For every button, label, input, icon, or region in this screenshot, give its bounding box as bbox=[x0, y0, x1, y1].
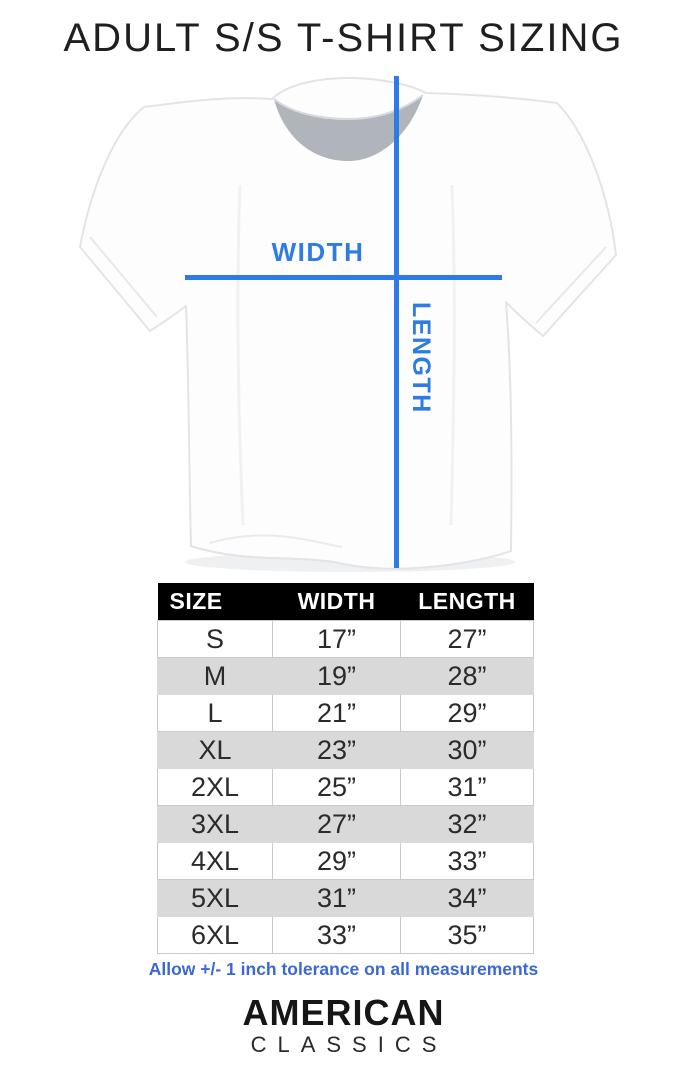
width-label: WIDTH bbox=[271, 237, 365, 267]
page-title: ADULT S/S T-SHIRT SIZING bbox=[63, 16, 624, 60]
cell-width: 21” bbox=[272, 694, 401, 732]
column-header-length: LENGTH bbox=[400, 583, 534, 621]
right-cuff-seam bbox=[535, 246, 607, 324]
cell-length: 32” bbox=[400, 805, 534, 843]
table-row: 6XL 33” 35” bbox=[157, 916, 534, 954]
cell-width: 31” bbox=[272, 879, 401, 917]
fold-line-right bbox=[449, 184, 456, 526]
cell-width: 33” bbox=[272, 916, 401, 954]
cell-size: L bbox=[157, 694, 273, 732]
cell-length: 31” bbox=[400, 768, 534, 806]
cell-length: 27” bbox=[400, 620, 534, 658]
cell-size: S bbox=[157, 620, 273, 658]
column-header-size: SIZE bbox=[157, 583, 273, 621]
cell-size: 3XL bbox=[157, 805, 273, 843]
cell-width: 23” bbox=[272, 731, 401, 769]
table-row: XL 23” 30” bbox=[157, 731, 534, 769]
table-row: L 21” 29” bbox=[157, 694, 534, 732]
cell-length: 29” bbox=[400, 694, 534, 732]
collar-band bbox=[273, 94, 424, 121]
size-table-header-row: SIZE WIDTH LENGTH bbox=[157, 583, 534, 621]
length-label: LENGTH bbox=[407, 302, 435, 414]
cell-size: 4XL bbox=[157, 842, 273, 880]
tolerance-note: Allow +/- 1 inch tolerance on all measur… bbox=[148, 959, 539, 979]
tshirt-measurement-diagram: WIDTH LENGTH bbox=[60, 75, 625, 580]
hem-fold bbox=[209, 534, 343, 548]
cell-length: 28” bbox=[400, 657, 534, 695]
size-table-body: S 17” 27” M 19” 28” L 21” 29” XL 23” 30” 2XL 25” 31” 3X… bbox=[157, 620, 534, 954]
neck-opening bbox=[274, 95, 423, 161]
table-row: M 19” 28” bbox=[157, 657, 534, 695]
cell-size: 6XL bbox=[157, 916, 273, 954]
cell-width: 25” bbox=[272, 768, 401, 806]
table-row: 3XL 27” 32” bbox=[157, 805, 534, 843]
shirt-body bbox=[79, 77, 617, 570]
cell-width: 19” bbox=[272, 657, 401, 695]
brand-logo: AMERICAN CLASSICS bbox=[0, 995, 687, 1056]
size-table: SIZE WIDTH LENGTH S 17” 27” M 19” 28” L 21” 29” X… bbox=[157, 583, 534, 954]
cell-size: XL bbox=[157, 731, 273, 769]
table-row: 5XL 31” 34” bbox=[157, 879, 534, 917]
cell-width: 17” bbox=[272, 620, 401, 658]
cell-length: 30” bbox=[400, 731, 534, 769]
tshirt-illustration bbox=[79, 77, 617, 572]
brand-name-secondary: CLASSICS bbox=[250, 1032, 448, 1057]
cell-length: 34” bbox=[400, 879, 534, 917]
left-cuff-seam bbox=[89, 236, 158, 318]
cell-length: 33” bbox=[400, 842, 534, 880]
column-header-width: WIDTH bbox=[272, 583, 401, 621]
cell-size: 2XL bbox=[157, 768, 273, 806]
fold-line-left bbox=[236, 184, 245, 526]
table-row: 2XL 25” 31” bbox=[157, 768, 534, 806]
cell-size: 5XL bbox=[157, 879, 273, 917]
cell-size: M bbox=[157, 657, 273, 695]
cell-width: 29” bbox=[272, 842, 401, 880]
table-row: S 17” 27” bbox=[157, 620, 534, 658]
brand-name-primary: AMERICAN bbox=[242, 992, 445, 1033]
cell-width: 27” bbox=[272, 805, 401, 843]
table-row: 4XL 29” 33” bbox=[157, 842, 534, 880]
width-measure-line bbox=[185, 275, 502, 280]
length-measure-line bbox=[394, 76, 399, 568]
cell-length: 35” bbox=[400, 916, 534, 954]
